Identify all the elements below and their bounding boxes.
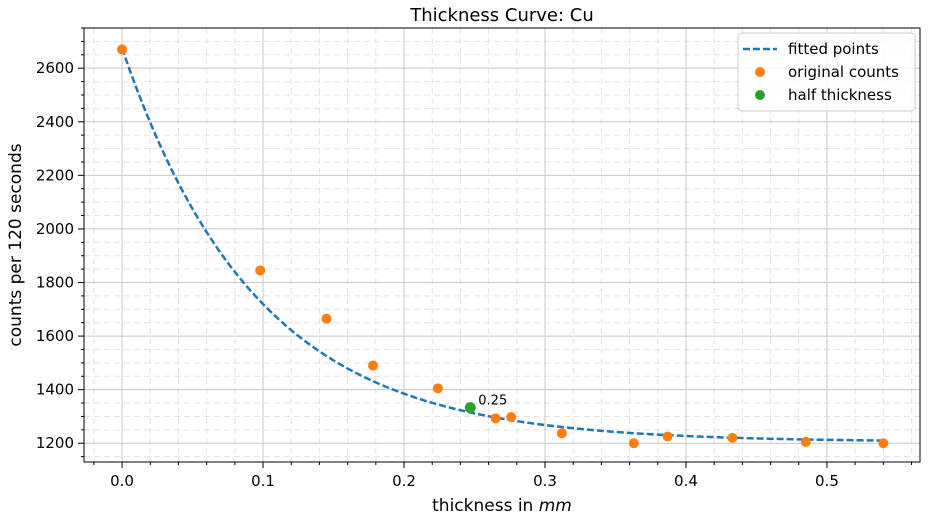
x-tick-label: 0.0: [110, 472, 134, 490]
x-tick-label: 0.3: [533, 472, 557, 490]
y-tick-label: 2200: [36, 166, 74, 184]
x-tick-label: 0.5: [815, 472, 839, 490]
y-tick-label: 2000: [36, 220, 74, 238]
x-axis-label: thickness in mm: [432, 496, 572, 516]
original-count-point: [432, 383, 443, 394]
y-tick-label: 1200: [36, 434, 74, 452]
y-tick-label: 2400: [36, 113, 74, 131]
half-thickness-annotation: 0.25: [478, 394, 507, 409]
original-count-point: [727, 432, 738, 443]
original-count-point: [321, 313, 332, 324]
legend-original-counts-label: original counts: [788, 63, 899, 81]
major-grid: [84, 28, 920, 462]
y-tick-label: 1600: [36, 327, 74, 345]
y-tick-label: 1800: [36, 274, 74, 292]
y-axis-label: counts per 120 seconds: [6, 143, 26, 346]
y-tick-label: 2600: [36, 59, 74, 77]
series-layer: 0.25: [117, 44, 889, 449]
y-tick-labels: 1200 1400 1600 1800 2000 2200 2400 2600: [36, 59, 74, 452]
fitted-points-curve: [120, 47, 884, 442]
axis-ticks: [78, 27, 913, 468]
legend-fitted-points-label: fitted points: [788, 40, 879, 58]
x-tick-labels: 0.0 0.1 0.2 0.3 0.4 0.5: [110, 472, 839, 490]
plot-frame: [83, 27, 921, 463]
original-count-point: [117, 44, 128, 55]
legend: fitted points original counts half thick…: [737, 32, 916, 112]
original-count-point: [662, 431, 673, 442]
half-thickness-point: [464, 402, 476, 414]
original-count-point: [506, 411, 517, 422]
y-tick-label: 1400: [36, 381, 74, 399]
x-tick-label: 0.2: [392, 472, 416, 490]
chart-title: Thickness Curve: Cu: [409, 5, 594, 26]
original-count-point: [368, 360, 379, 371]
original-count-point: [878, 438, 889, 449]
legend-original-counts-marker: [755, 67, 765, 77]
x-axis-label-unit: mm: [539, 496, 572, 516]
x-axis-label-prefix: thickness in: [432, 496, 539, 516]
x-tick-label: 0.1: [251, 472, 275, 490]
legend-box: [737, 32, 916, 112]
x-tick-label: 0.4: [674, 472, 698, 490]
legend-half-thickness-label: half thickness: [788, 86, 892, 104]
original-count-point: [628, 438, 639, 449]
original-count-point: [800, 436, 811, 447]
original-count-point: [490, 413, 501, 424]
original-count-point: [255, 265, 266, 276]
original-count-point: [556, 428, 567, 439]
legend-half-thickness-marker: [755, 90, 765, 100]
